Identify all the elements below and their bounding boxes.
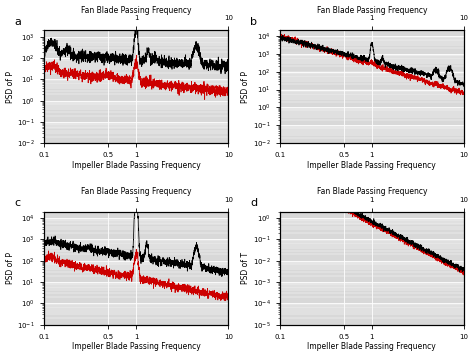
Text: d: d	[250, 198, 257, 208]
Y-axis label: PSD of P: PSD of P	[6, 71, 15, 103]
X-axis label: Fan Blade Passing Frequency: Fan Blade Passing Frequency	[317, 6, 427, 15]
X-axis label: Impeller Blade Passing Frequency: Impeller Blade Passing Frequency	[308, 161, 436, 170]
Text: a: a	[15, 17, 21, 27]
X-axis label: Fan Blade Passing Frequency: Fan Blade Passing Frequency	[81, 187, 191, 196]
Y-axis label: PSD of T: PSD of T	[241, 252, 250, 284]
Y-axis label: PSD of P: PSD of P	[241, 71, 250, 103]
X-axis label: Fan Blade Passing Frequency: Fan Blade Passing Frequency	[81, 6, 191, 15]
Text: c: c	[15, 198, 21, 208]
X-axis label: Impeller Blade Passing Frequency: Impeller Blade Passing Frequency	[72, 161, 201, 170]
Text: b: b	[250, 17, 257, 27]
Y-axis label: PSD of P: PSD of P	[6, 252, 15, 284]
X-axis label: Fan Blade Passing Frequency: Fan Blade Passing Frequency	[317, 187, 427, 196]
X-axis label: Impeller Blade Passing Frequency: Impeller Blade Passing Frequency	[308, 342, 436, 351]
X-axis label: Impeller Blade Passing Frequency: Impeller Blade Passing Frequency	[72, 342, 201, 351]
